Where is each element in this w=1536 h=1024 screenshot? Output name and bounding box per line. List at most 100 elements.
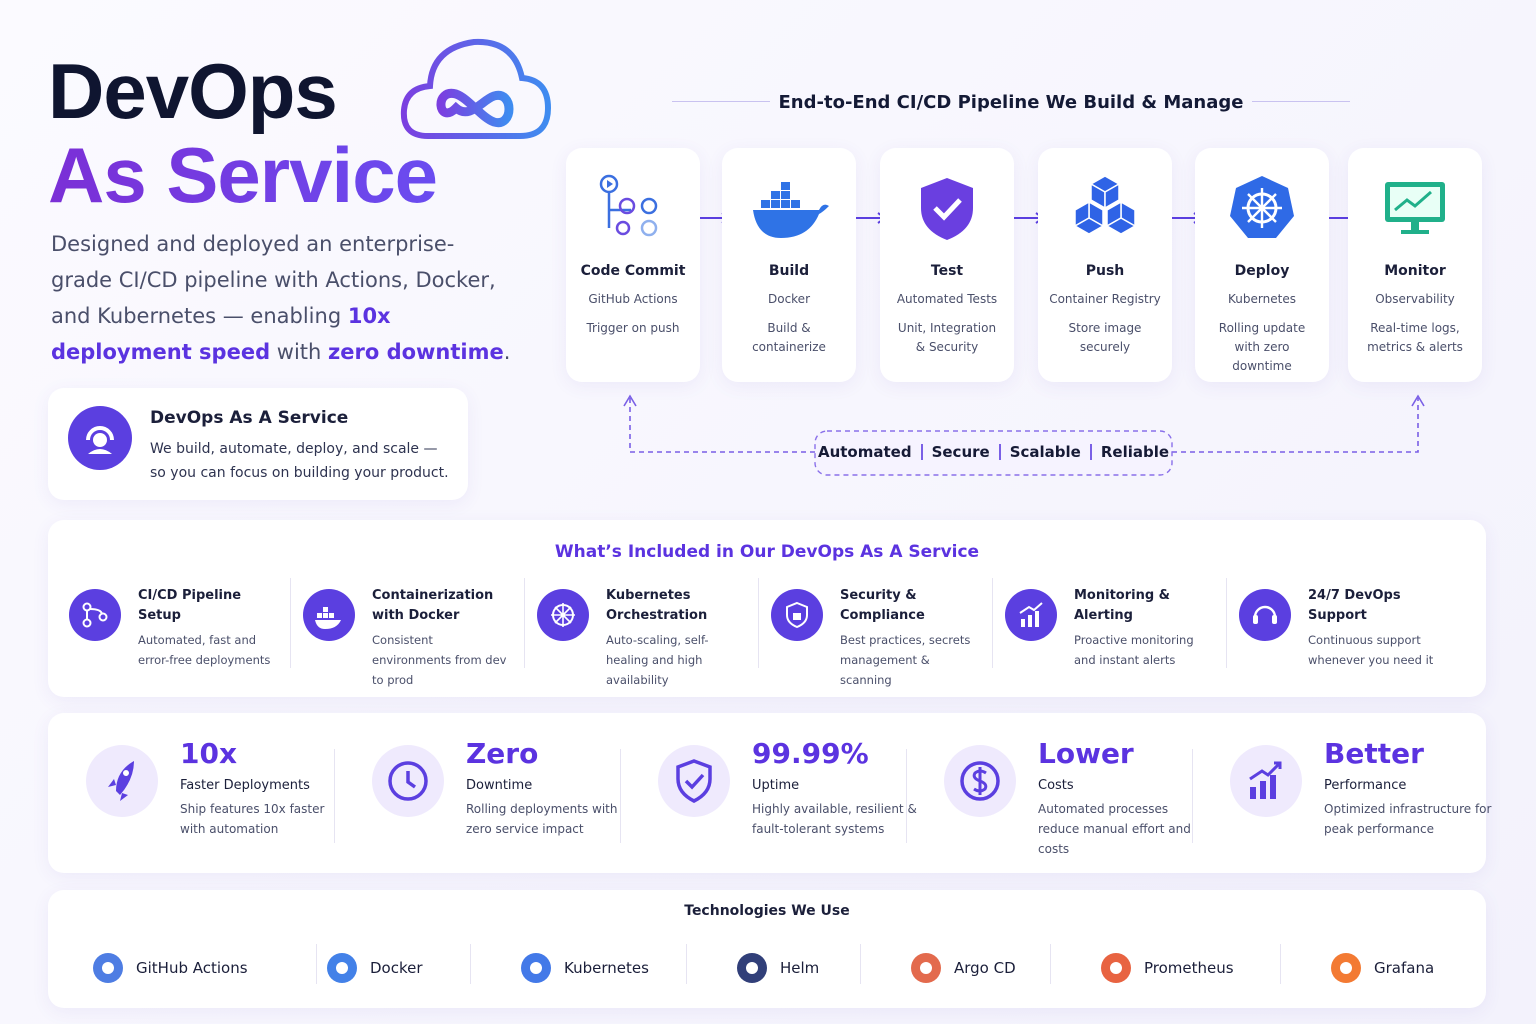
icon-shape — [1253, 605, 1277, 618]
icon-shape — [791, 200, 800, 208]
stage-description: Trigger on push — [586, 321, 680, 335]
included-panel: What’s Included in Our DevOps As A Servi… — [48, 520, 1486, 697]
icon-shape — [303, 589, 355, 641]
icon-shape — [1394, 190, 1432, 212]
stage-icon — [1375, 172, 1455, 244]
icon-shape — [69, 589, 121, 641]
stage-card: Build Docker Build & containerize — [722, 148, 856, 382]
included-title: Containerization with Docker — [372, 588, 494, 623]
icon-shape — [933, 198, 962, 221]
separator — [758, 578, 759, 668]
icon-shape — [1230, 176, 1294, 238]
icon-shape — [1411, 222, 1419, 230]
tags: Automated Secure Scalable Reliable — [815, 443, 1172, 461]
tech-name: GitHub Actions — [136, 959, 248, 977]
stats-panel: 10x Faster Deployments Ship features 10x f… — [48, 713, 1491, 873]
separator — [686, 944, 687, 984]
icon-shape — [1260, 781, 1266, 799]
icon-shape — [521, 953, 551, 983]
tech-name: Helm — [780, 959, 820, 977]
tag: Reliable — [1100, 443, 1170, 461]
text-run: with — [270, 340, 329, 364]
icon-shape — [1253, 615, 1258, 624]
title-rule — [672, 101, 770, 102]
icon-shape — [658, 745, 730, 817]
icon-shape — [1329, 212, 1360, 224]
separator — [524, 578, 525, 668]
separator — [1050, 944, 1051, 984]
icon-shape — [1073, 217, 1105, 235]
separator — [334, 749, 335, 843]
tech-name: Kubernetes — [564, 959, 649, 977]
icon-shape — [93, 433, 107, 447]
icon-shape — [327, 953, 357, 983]
stat-label: Uptime — [752, 778, 800, 793]
stage-tool: Automated Tests — [896, 292, 998, 306]
icon-shape — [960, 761, 1000, 801]
icon-shape — [856, 212, 887, 224]
included-description: Best practices, secrets management & sca… — [840, 633, 971, 687]
arrow — [1010, 208, 1045, 228]
stat-description: Highly available, resilient & fault-tole… — [752, 802, 917, 836]
icon-shape — [1250, 787, 1256, 799]
stage-tool: Observability — [1375, 292, 1455, 306]
stage-name: Push — [1085, 263, 1125, 279]
stage-description: Rolling update with zero downtime — [1218, 321, 1306, 373]
icon-shape — [323, 607, 328, 612]
stage-name: Deploy — [1234, 263, 1290, 279]
icon-shape — [406, 771, 417, 789]
icon-shape — [921, 178, 973, 240]
tag: Secure — [931, 443, 990, 461]
hero-intro: Designed and deployed an enterprise-grad… — [51, 226, 511, 370]
icon-shape — [317, 613, 322, 618]
stat-label: Faster Deployments — [180, 778, 310, 793]
separator — [620, 749, 621, 843]
icon-shape — [700, 212, 731, 224]
icon-shape — [388, 761, 428, 801]
tech-name: Argo CD — [954, 959, 1016, 977]
icon-shape — [1385, 182, 1445, 234]
feedback-loop — [623, 394, 1425, 476]
icon-shape — [530, 962, 542, 974]
icon-shape — [1035, 611, 1039, 627]
tag-separator — [920, 444, 923, 460]
service-card: DevOps As A Service We build, automate, … — [48, 388, 468, 500]
icon-shape — [753, 182, 829, 238]
included-icon — [68, 588, 122, 646]
icon-shape — [82, 602, 108, 628]
icon-shape — [856, 212, 887, 224]
icon-shape — [814, 430, 1173, 476]
stat-description: Rolling deployments with zero service im… — [466, 802, 618, 836]
icon-shape — [700, 212, 731, 224]
included-description: Continuous support whenever you need it — [1308, 633, 1434, 667]
included-text: Monitoring & Alerting Proactive monitorin… — [1074, 586, 1214, 670]
stat-label: Performance — [1324, 778, 1407, 793]
separator — [470, 944, 471, 984]
icon-shape — [537, 589, 589, 641]
icon-shape — [761, 200, 770, 208]
highlight: 10x deployment speed — [51, 304, 391, 364]
icon-shape — [86, 745, 158, 817]
stat-value: Lower — [1038, 737, 1134, 770]
stat-label: Costs — [1038, 778, 1074, 793]
included-icon — [536, 588, 590, 646]
stage-name: Test — [930, 263, 964, 279]
icon-shape — [1110, 962, 1122, 974]
stage-description: Build & containerize — [752, 321, 826, 354]
icon-shape — [781, 191, 790, 199]
tech-icon — [324, 950, 360, 990]
stat-label: Downtime — [466, 778, 533, 793]
icon-shape — [1272, 615, 1277, 624]
stat-icon — [372, 745, 444, 821]
icon-shape — [1172, 212, 1203, 224]
tag-separator — [1089, 444, 1092, 460]
icon-shape — [1239, 589, 1291, 641]
icon-shape — [69, 589, 121, 641]
icon-shape — [1019, 602, 1043, 627]
tech-icon — [1098, 950, 1134, 990]
icon-shape — [551, 603, 575, 627]
included-icon — [1004, 588, 1058, 646]
stage-card: Push Container Registry Store image secure… — [1038, 148, 1172, 382]
stage-icon — [1065, 172, 1145, 244]
